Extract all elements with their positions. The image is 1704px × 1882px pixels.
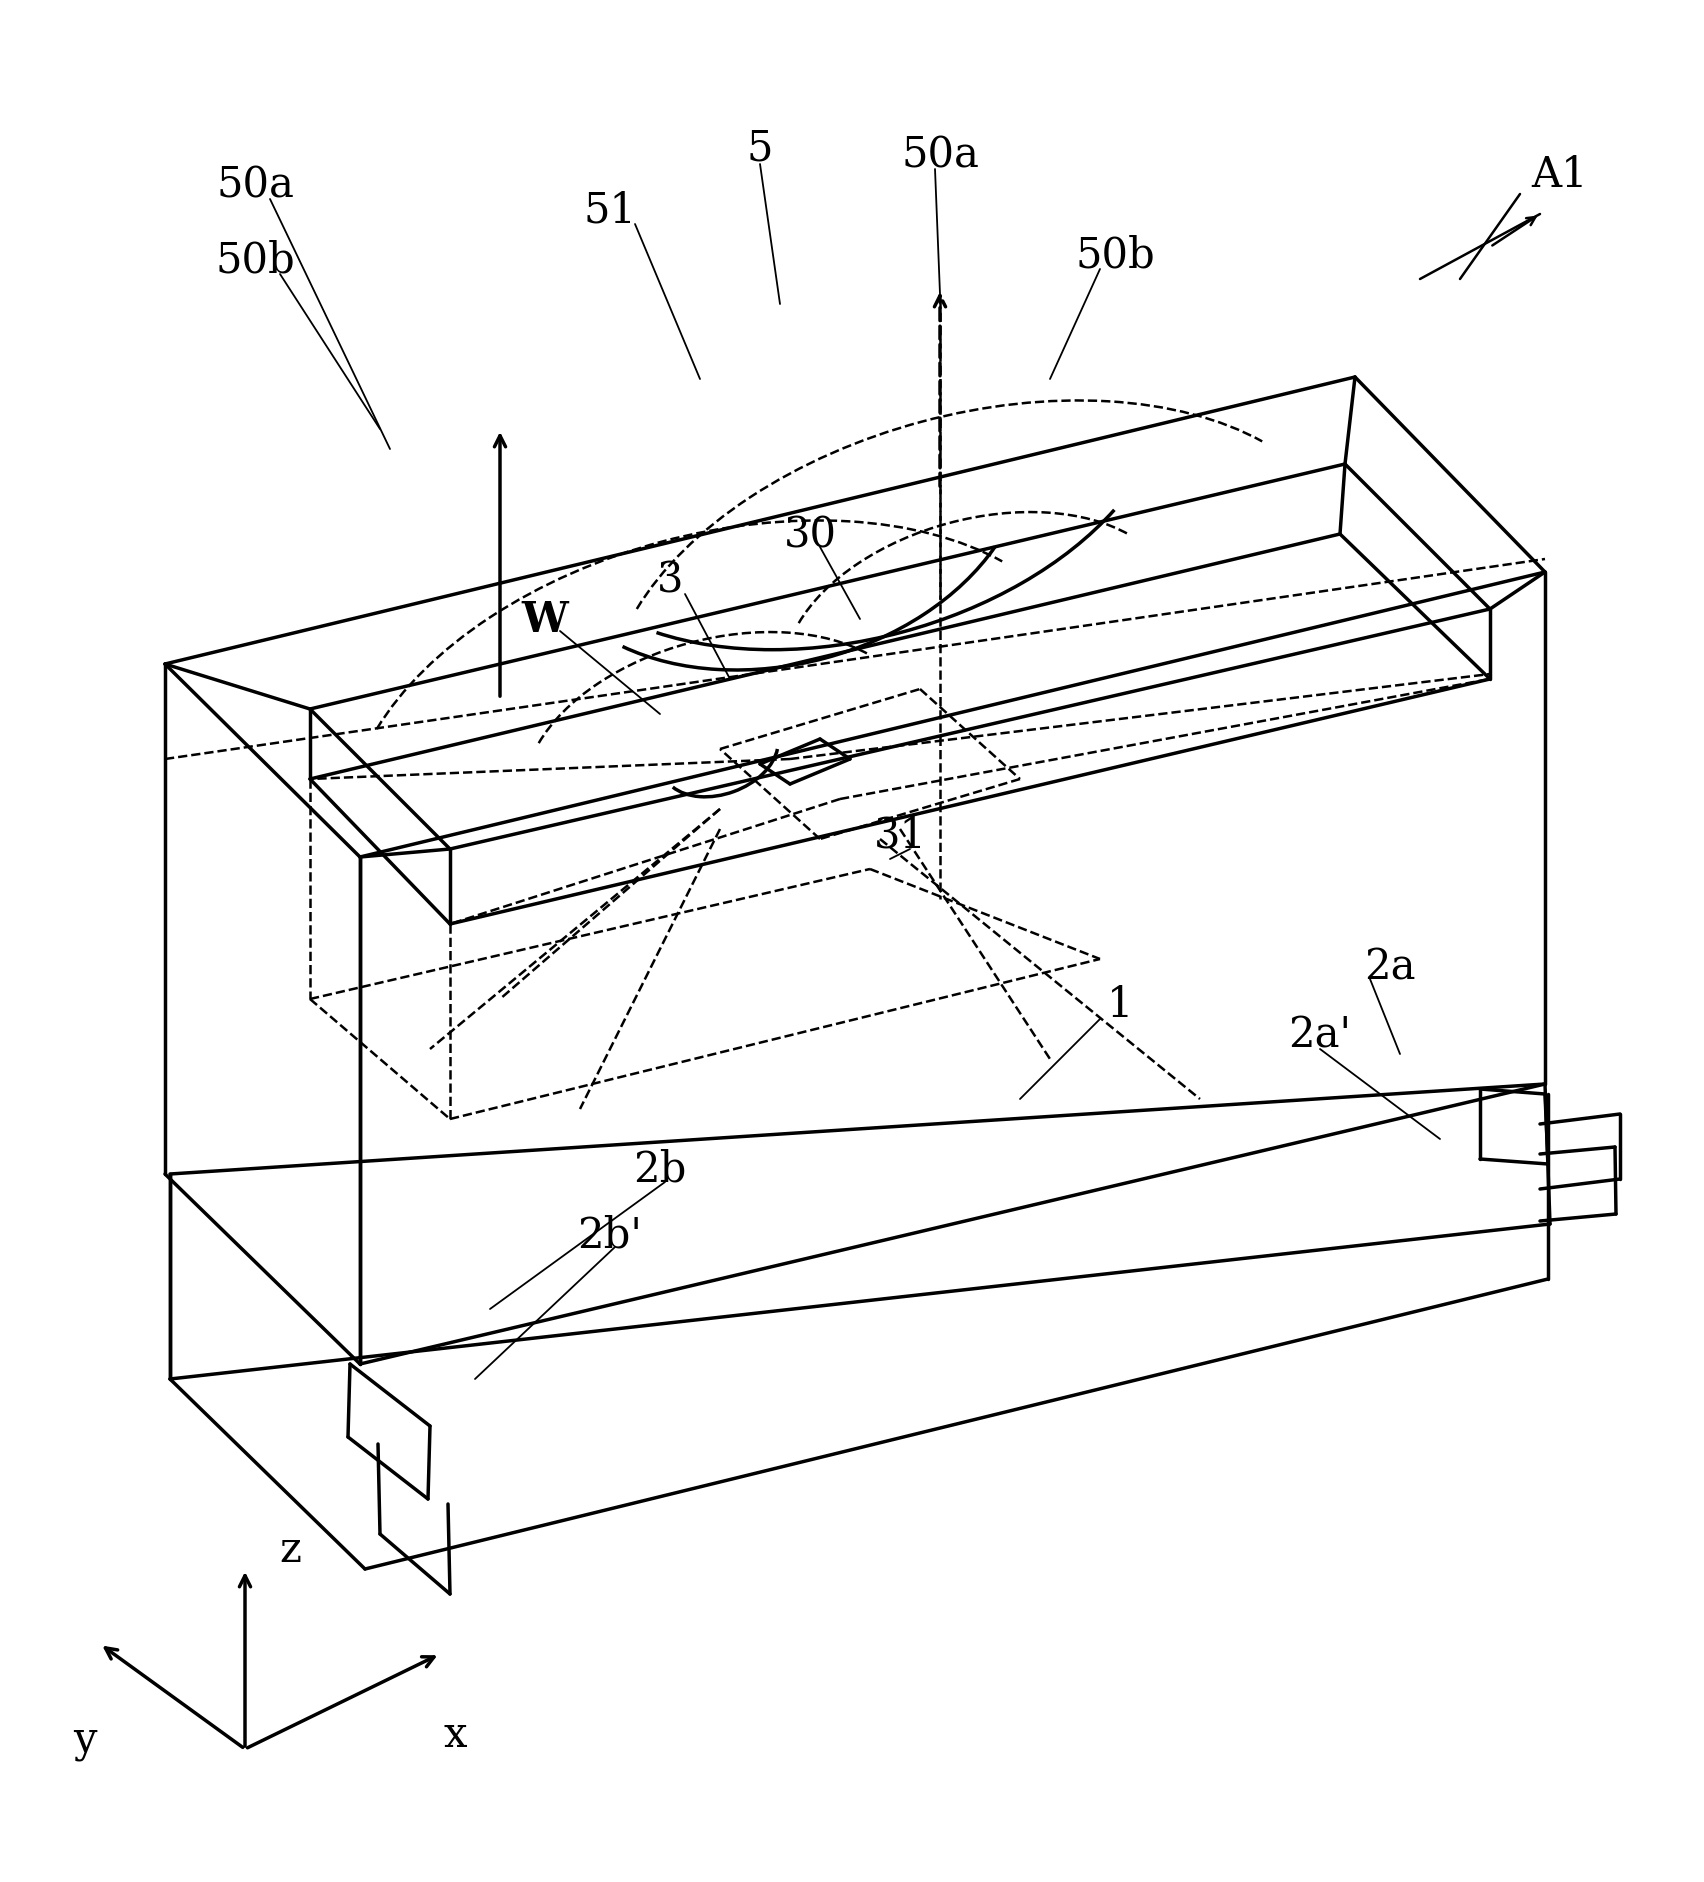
Text: x: x [443,1713,467,1756]
Text: 50b: 50b [215,239,295,280]
Text: 50a: 50a [216,164,293,205]
Text: 2a: 2a [1365,947,1416,988]
Text: A1: A1 [1532,154,1588,196]
Text: z: z [279,1528,302,1570]
Text: 30: 30 [784,514,837,555]
Text: 2b': 2b' [578,1214,642,1255]
Text: 2a': 2a' [1288,1014,1351,1056]
Text: 51: 51 [583,188,636,231]
Text: 50a: 50a [901,134,978,175]
Text: 50b: 50b [1075,233,1155,277]
Text: 1: 1 [1108,984,1133,1026]
Text: 2b: 2b [634,1148,687,1191]
Text: 5: 5 [746,126,774,169]
Text: 31: 31 [874,813,927,856]
Text: y: y [73,1718,97,1760]
Text: W: W [521,598,569,640]
Text: 3: 3 [656,559,683,600]
